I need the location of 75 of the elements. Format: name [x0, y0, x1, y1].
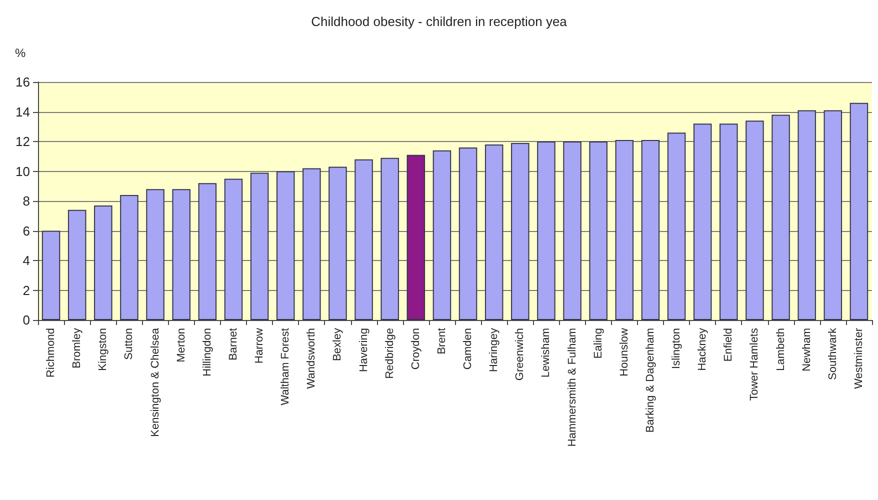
x-tick-label: Southwark [826, 328, 839, 380]
x-tick-label: Wandsworth [306, 328, 318, 389]
x-tick-label: Harrow [254, 328, 266, 364]
y-tick-label: 16 [16, 74, 30, 90]
bar [458, 147, 478, 320]
x-tick-label: Sutton [123, 328, 136, 360]
y-tick-label: 0 [22, 312, 30, 328]
x-tick-label: Lewisham [540, 328, 552, 378]
x-tick-label: Kingston [97, 328, 110, 371]
x-tick-label: Hillingdon [201, 328, 214, 376]
x-tick-label: Richmond [45, 328, 58, 378]
bar [146, 189, 164, 320]
bar [94, 205, 112, 320]
bar [380, 158, 399, 320]
x-tick-label: Barking & Dagenham [644, 328, 656, 433]
bar [615, 140, 634, 320]
bar [406, 154, 426, 320]
x-tick-label: Bexley [332, 328, 344, 362]
bar [68, 210, 86, 320]
bar [537, 142, 556, 320]
y-tick-label: 14 [16, 104, 30, 120]
bar [589, 142, 608, 320]
chart-title: Childhood obesity - children in reception yea [311, 14, 568, 29]
bar [276, 171, 295, 320]
bar [172, 189, 190, 320]
x-tick-label: Redbridge [384, 328, 396, 379]
bar [720, 124, 738, 320]
bar [484, 144, 504, 320]
bar [850, 102, 868, 320]
bar [354, 159, 373, 320]
bar [772, 114, 790, 320]
x-tick-label: Brent [436, 328, 448, 354]
bar [641, 140, 660, 320]
bar [432, 150, 452, 320]
x-tick-label: Newham [800, 328, 813, 372]
x-tick-label: Barnet [227, 328, 240, 360]
x-tick-label: Enfield [722, 328, 735, 362]
y-axis-title: % [15, 46, 26, 60]
bar [250, 172, 269, 320]
bar [746, 120, 764, 320]
x-tick-label: Haringey [488, 328, 500, 372]
bar [198, 183, 217, 320]
y-tick-label: 2 [22, 282, 30, 298]
bar [328, 166, 347, 320]
y-tick-label: 10 [16, 164, 30, 179]
bar [563, 142, 582, 320]
bar [798, 110, 816, 320]
x-tick-label: Ealing [592, 328, 604, 359]
x-tick-label: Kensington & Chelsea [149, 327, 162, 437]
x-tick-label: Hackney [696, 328, 709, 371]
y-tick-label: 6 [22, 223, 30, 238]
y-tick-label: 12 [16, 134, 30, 149]
bar [667, 132, 686, 320]
x-tick-label: Waltham Forest [280, 328, 292, 406]
bar [224, 178, 243, 320]
x-tick-label: Merton [175, 328, 188, 362]
bar [42, 230, 60, 320]
x-tick-label: Hounslow [618, 328, 630, 376]
y-tick-label: 8 [22, 194, 30, 208]
y-tick-label: 4 [22, 253, 30, 268]
x-tick-label: Tower Hamlets [748, 328, 761, 401]
x-tick-label: Camden [462, 328, 474, 370]
x-tick-label: Lambeth [774, 328, 787, 371]
bar [511, 142, 530, 320]
x-tick-label: Hammersmith & Fulham [566, 328, 578, 447]
bar [693, 124, 712, 320]
x-tick-label: Bromley [71, 328, 84, 368]
x-tick-label: Greenwich [514, 328, 526, 381]
bar [302, 168, 321, 320]
bar [120, 195, 138, 320]
bar [824, 110, 842, 320]
x-tick-label: Islington [670, 328, 683, 369]
x-tick-label: Westminster [852, 328, 865, 389]
x-tick-label: Croydon [410, 328, 422, 370]
x-tick-label: Havering [358, 328, 370, 372]
